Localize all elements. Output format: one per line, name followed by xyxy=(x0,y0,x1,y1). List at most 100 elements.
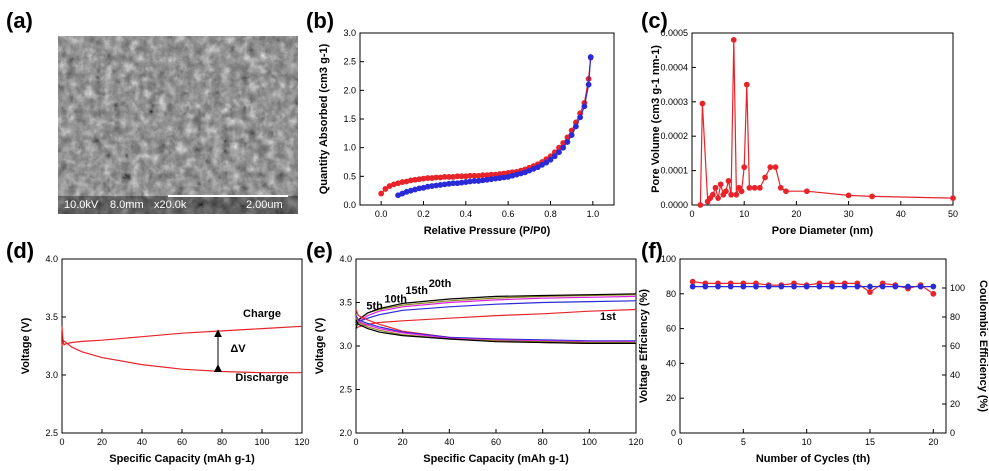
panel-c-series-0-point xyxy=(783,188,789,195)
panel-d-xtick-label: 80 xyxy=(217,437,227,447)
panel-c-series-0-point xyxy=(845,192,852,199)
panel-f-series-1-point xyxy=(753,283,759,290)
panel-c-series-0-point xyxy=(717,181,724,188)
panel-e-series-6-line xyxy=(355,315,636,342)
panel-d-ylabel: Voltage (V) xyxy=(20,317,32,374)
panel-f-series-1-point xyxy=(715,283,721,290)
panel-d-series-0-line xyxy=(61,325,303,346)
panel-e-ylabel: Voltage (V) xyxy=(314,317,326,374)
panel-c-series-0-point xyxy=(697,202,704,208)
panel-d-xtick-label: 20 xyxy=(97,437,107,447)
panel-f-ytick-right-label: 0 xyxy=(950,428,955,438)
panel-e-ytick-label: 2.5 xyxy=(339,385,352,395)
panel-e-xlabel: Specific Capacity (mAh g-1) xyxy=(423,453,569,465)
panel-d-charge-label: Charge xyxy=(243,308,281,320)
panel-f-series-1-point xyxy=(727,283,734,290)
panel-b-ytick-label: 0.5 xyxy=(343,171,356,181)
panel-c-series-0-line xyxy=(699,39,954,206)
panel-label-e: (e) xyxy=(306,238,333,263)
panel-b-series-1-point xyxy=(534,164,541,171)
panel-d-series-1-line xyxy=(61,339,302,374)
panel-c-series-0-point xyxy=(803,188,810,195)
panel-d-ytick-label: 3.0 xyxy=(45,370,58,380)
panel-f-series-1-point xyxy=(905,283,911,290)
panel-c-series-0-point xyxy=(733,191,740,198)
panel-b-ytick-label: 2.0 xyxy=(343,85,356,95)
panel-d-xlabel: Specific Capacity (mAh g-1) xyxy=(109,453,255,465)
panel-c-ytick-label: 0.0003 xyxy=(660,97,688,107)
panel-d-ytick-label: 3.5 xyxy=(45,312,58,322)
panel-b-series-1-point xyxy=(560,144,567,151)
chart-d: 0 20 40 60 80 100 120 2.5 3.0 3.5 4.0 Specific Capa… xyxy=(20,254,310,465)
panel-e-series-4-line xyxy=(355,293,637,329)
panel-c-series-0-point xyxy=(723,188,729,195)
panel-label-d: (d) xyxy=(6,238,35,263)
panel-label-b: (b) xyxy=(306,8,335,33)
panel-f-ytick-right-label: 20 xyxy=(950,399,960,409)
panel-e-xtick-label: 80 xyxy=(538,437,548,447)
panel-e-cycle-label: 1st xyxy=(600,311,616,323)
panel-c-series-0-point xyxy=(712,184,719,191)
panel-f-ytick-right-label: 100 xyxy=(950,283,965,293)
panel-c-series-0-point xyxy=(715,195,721,202)
sem-micrograph: 10.0kV 8.0mm x20.0k 2.00um xyxy=(58,36,298,214)
panel-f-series-1-point xyxy=(829,283,835,290)
panel-e-cycle-label: 20th xyxy=(429,278,452,290)
panel-c-series-0-point xyxy=(709,191,716,198)
panel-c-xtick-label: 0 xyxy=(689,209,694,219)
panel-f-series-1-point xyxy=(867,283,873,290)
panel-f-series-1-point xyxy=(892,283,899,290)
panel-b-series-1-point xyxy=(547,156,554,163)
panel-f-xtick-label: 15 xyxy=(865,437,875,447)
panel-b-series-1-point xyxy=(556,149,562,156)
panel-c-series-0-point xyxy=(743,81,750,88)
panel-e-ytick-label: 4.0 xyxy=(339,254,352,264)
panel-c-ytick-label: 0.0005 xyxy=(660,28,688,38)
panel-b-xtick-label: 0.2 xyxy=(417,209,430,219)
panel-c-series-0-point xyxy=(869,193,875,200)
panel-c-ytick-label: 0.0002 xyxy=(660,131,688,141)
panel-f-ylabel-right: Coulombic Efficiency (%) xyxy=(977,280,989,412)
panel-f-series-1-point xyxy=(791,283,797,290)
panel-e-xtick-label: 60 xyxy=(491,437,501,447)
panel-d-xtick-label: 120 xyxy=(294,437,309,447)
panel-f-xtick-label: 10 xyxy=(802,437,812,447)
panel-e-series-9-line xyxy=(355,319,636,344)
panel-e-ytick-label: 3.5 xyxy=(339,298,352,308)
panel-b-xtick-label: 1.0 xyxy=(587,209,600,219)
panel-d-xtick-label: 100 xyxy=(254,437,269,447)
panel-e-ytick-label: 3.0 xyxy=(339,341,352,351)
panel-f-series-1-point xyxy=(879,283,886,290)
panel-d-frame xyxy=(61,258,303,434)
panel-f-ytick-label: 100 xyxy=(661,254,676,264)
panel-label-c: (c) xyxy=(641,8,668,33)
panel-b-ytick-label: 2.5 xyxy=(343,57,356,67)
panel-f-ylabel: Voltage Efficiency (%) xyxy=(638,289,650,403)
panel-c-series-0-point xyxy=(751,184,758,191)
panel-c-series-0-point xyxy=(738,188,745,195)
chart-b: 0.0 0.2 0.4 0.6 0.8 1.0 0.0 0.5 1.0 1.5 2.0 2.5 3.0 R… xyxy=(318,28,615,237)
panel-f-ytick-right-label: 80 xyxy=(950,312,960,322)
panel-e-cycle-label: 5th xyxy=(366,300,383,312)
panel-b-series-1-point xyxy=(543,159,550,166)
panel-label-a: (a) xyxy=(6,8,33,33)
panel-b-series-0-point xyxy=(378,190,385,197)
panel-e-series-0-line xyxy=(355,308,637,330)
panel-b-series-1-point xyxy=(551,153,558,160)
panel-c-xlabel: Pore Diameter (nm) xyxy=(772,225,874,237)
panel-c-series-0-point xyxy=(725,178,732,184)
panel-f-ytick-label: 80 xyxy=(666,289,676,299)
panel-b-ytick-label: 1.5 xyxy=(343,114,356,124)
panel-b-xtick-label: 0.4 xyxy=(460,209,473,219)
panel-f-series-1-point xyxy=(803,283,810,290)
panel-b-series-1-point xyxy=(568,132,575,138)
panel-b-xlabel: Relative Pressure (P/P0) xyxy=(424,225,551,237)
panel-f-ytick-label: 60 xyxy=(666,324,676,334)
panel-c-series-0-point xyxy=(762,174,768,181)
panel-e-ytick-label: 2.0 xyxy=(339,428,352,438)
panel-e-series-7-line xyxy=(355,317,636,343)
panel-f-series-1-point xyxy=(740,283,747,290)
panel-b-series-1-point xyxy=(573,123,579,130)
panel-c-xtick-label: 30 xyxy=(844,209,854,219)
